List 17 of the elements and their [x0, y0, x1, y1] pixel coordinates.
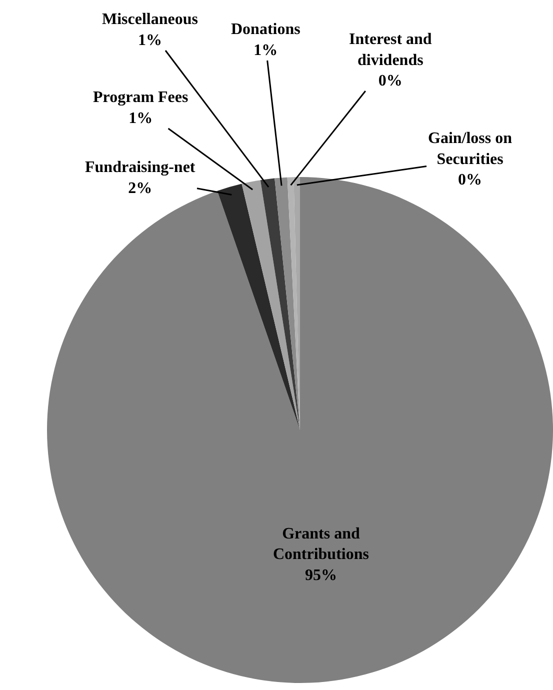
pie-slice	[242, 180, 300, 430]
data-label: 1%	[254, 42, 278, 59]
pie-slice	[217, 184, 300, 430]
slice-label: Grants and Contributions	[272, 525, 369, 564]
slice-label: Gain/loss on Securities	[428, 130, 512, 168]
slice-label: Interest and dividends	[349, 31, 432, 69]
slice-label: Fundraising-net	[85, 159, 196, 176]
pie-slice	[260, 178, 300, 430]
data-label: 1%	[138, 32, 162, 49]
data-label: 0%	[458, 172, 482, 189]
data-label: 0%	[378, 72, 402, 90]
data-label: 1%	[128, 110, 153, 127]
data-label: 95%	[304, 567, 337, 584]
slice-label: Donations	[231, 21, 300, 38]
slice-label: Miscellaneous	[102, 11, 198, 28]
data-label: 2%	[128, 180, 152, 197]
slice-label: Program Fees	[93, 89, 188, 106]
